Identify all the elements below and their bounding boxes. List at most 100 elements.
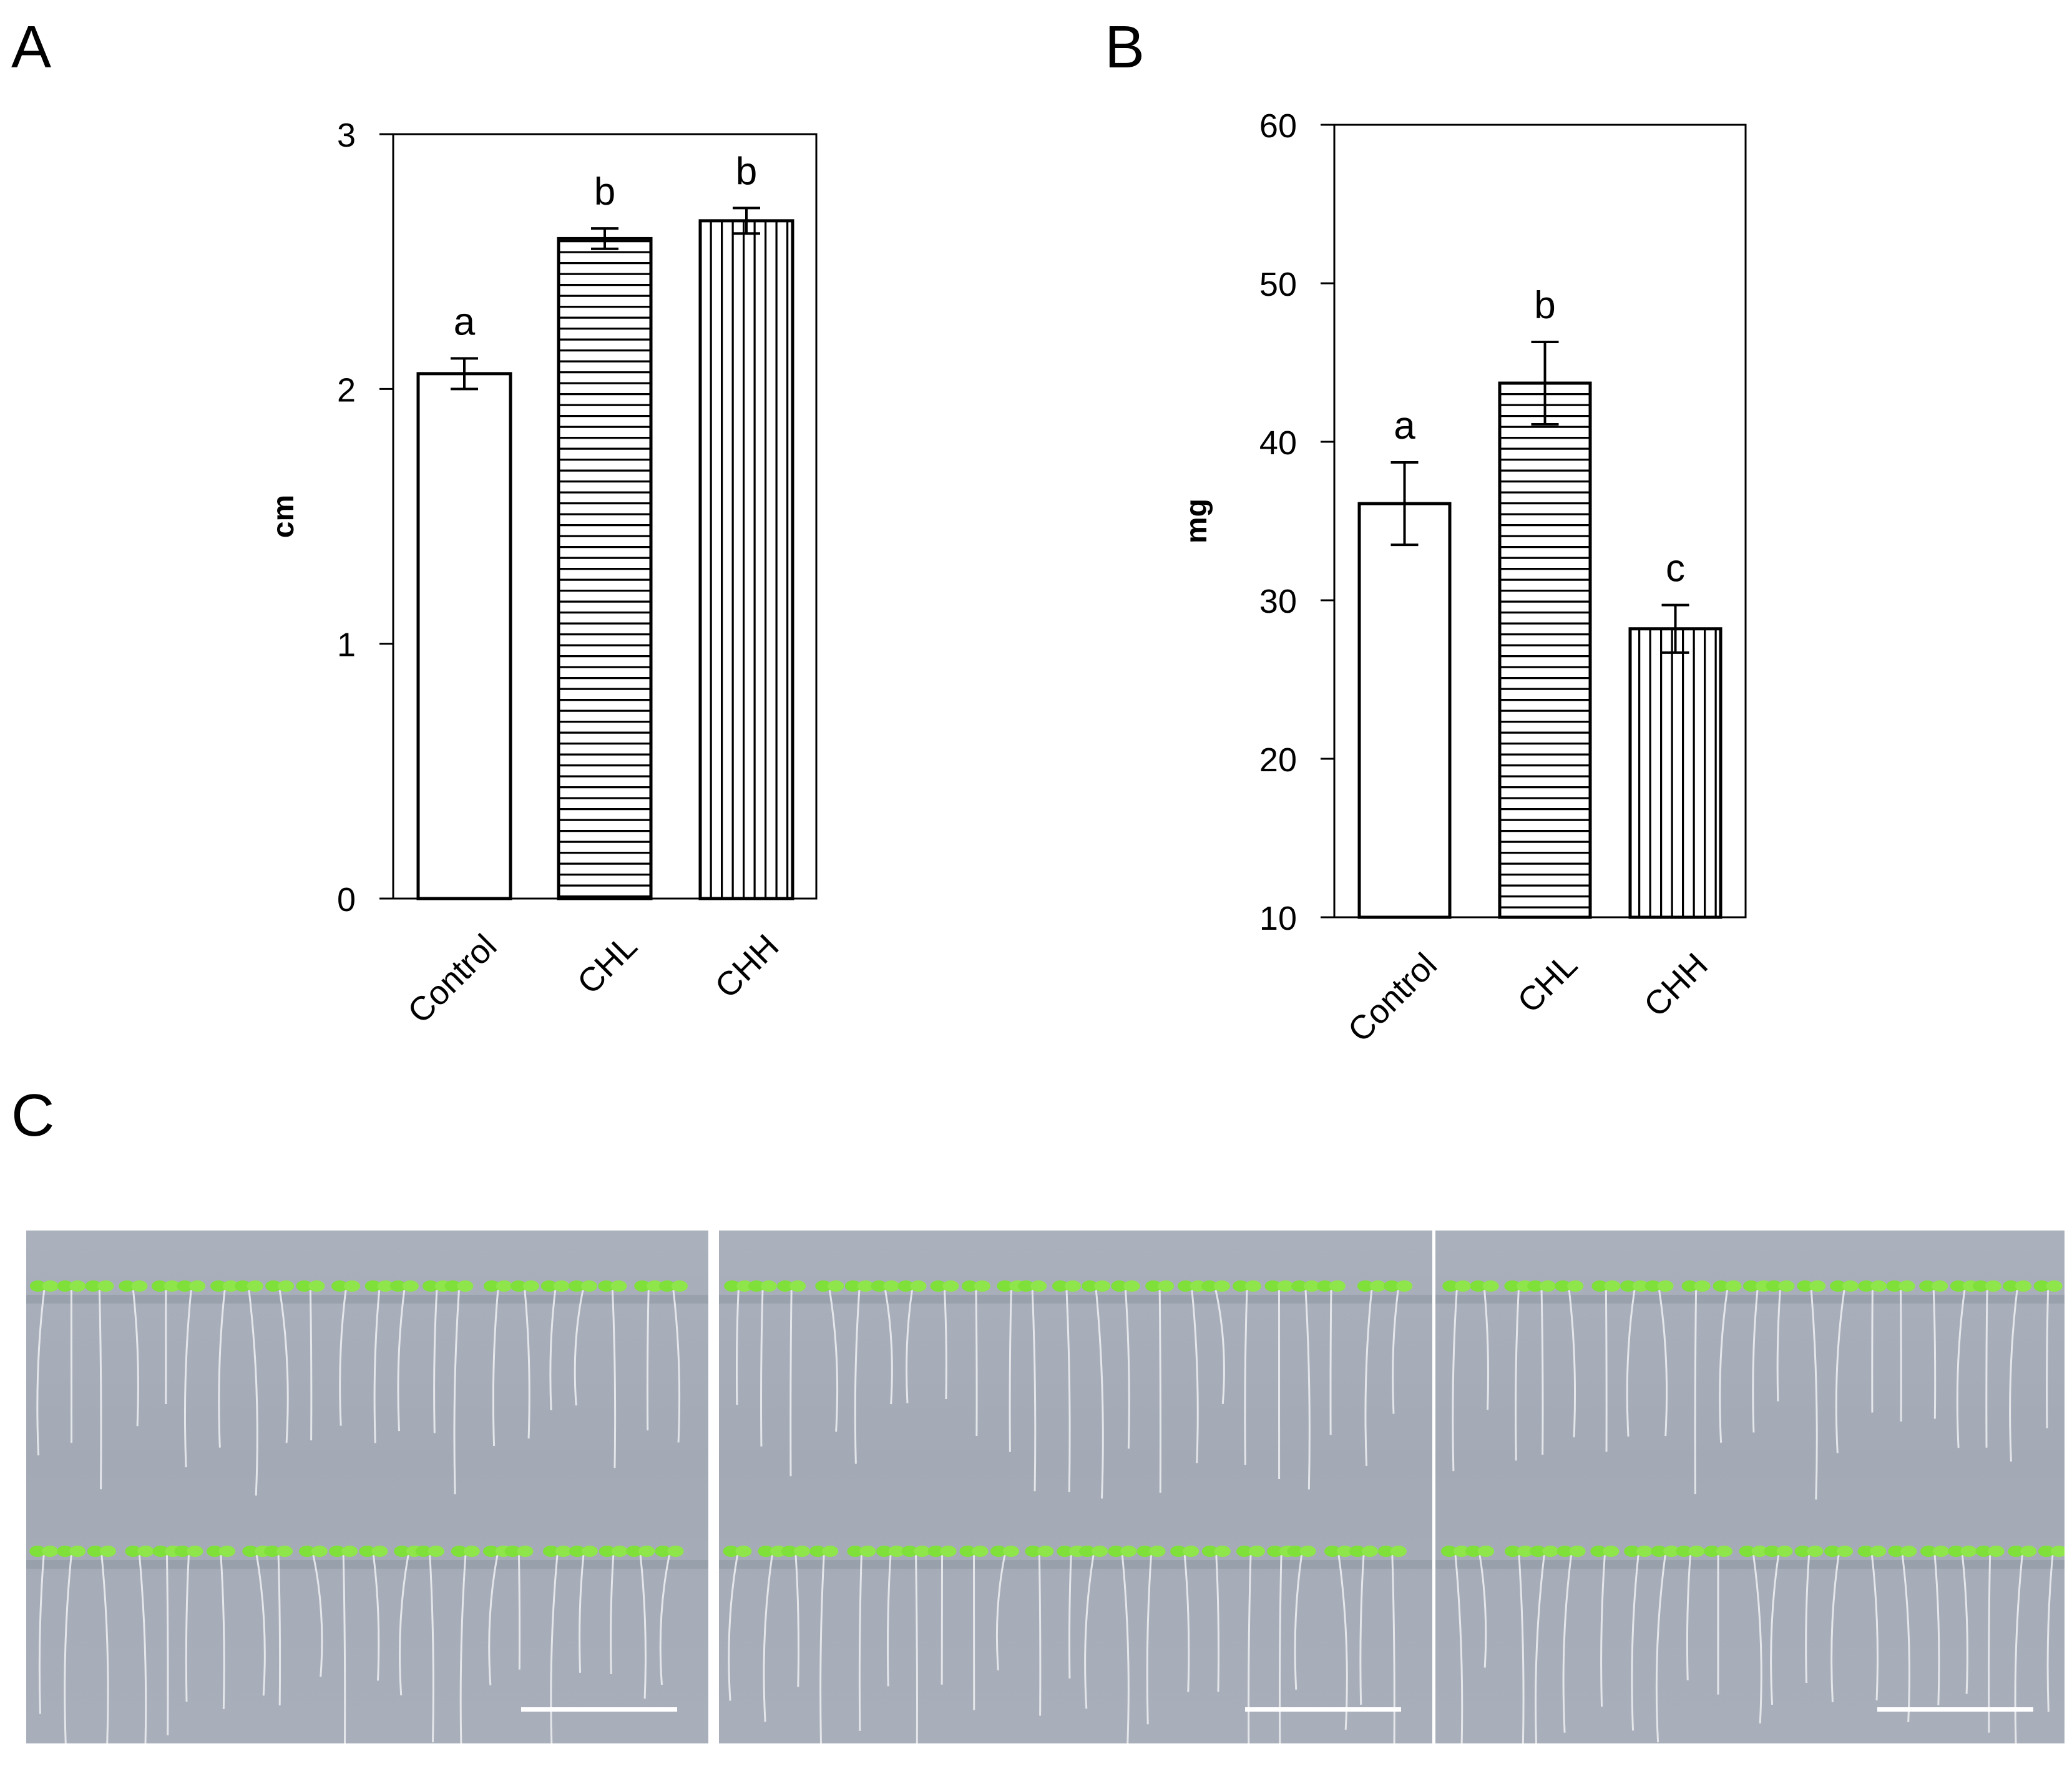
scale-bar	[521, 1707, 677, 1712]
cotyledon	[599, 1546, 615, 1557]
root	[492, 1289, 499, 1446]
root	[1068, 1554, 1072, 1679]
root	[373, 1289, 381, 1443]
root	[639, 1554, 647, 1699]
panel-label-c: C	[11, 1082, 55, 1149]
root	[1337, 1554, 1348, 1730]
cotyledon	[510, 1280, 527, 1292]
error-bar	[591, 227, 618, 250]
cotyledon	[415, 1546, 432, 1557]
cotyledon	[1591, 1280, 1608, 1292]
cotyledon	[1624, 1546, 1641, 1557]
y-tick-label: 40	[1259, 424, 1297, 462]
cotyledon	[1470, 1280, 1487, 1292]
cotyledon	[634, 1280, 651, 1292]
cotyledon	[247, 1280, 263, 1292]
cotyledon	[1094, 1280, 1111, 1292]
root	[36, 1289, 46, 1456]
cotyledon	[1504, 1546, 1521, 1557]
root	[185, 1554, 190, 1702]
root	[1535, 1554, 1545, 1743]
y-tick-label: 0	[337, 881, 356, 919]
cotyledon	[1888, 1546, 1905, 1557]
root	[488, 1554, 499, 1685]
cotyledon	[910, 1280, 927, 1292]
cotyledon	[42, 1546, 59, 1557]
root	[1900, 1289, 1902, 1422]
cotyledon	[723, 1546, 740, 1557]
root	[672, 1289, 681, 1443]
root	[453, 1289, 460, 1494]
cotyledon	[1136, 1546, 1153, 1557]
cotyledon	[242, 1546, 259, 1557]
cotyledon	[1454, 1546, 1470, 1557]
cotyledon	[125, 1546, 142, 1557]
cotyledon	[581, 1546, 598, 1557]
cotyledon	[1764, 1546, 1781, 1557]
root	[1752, 1554, 1762, 1723]
cotyledon	[1158, 1280, 1175, 1292]
root	[98, 1289, 102, 1489]
cotyledon	[504, 1546, 521, 1557]
root	[339, 1289, 347, 1426]
cotyledon	[598, 1280, 615, 1292]
root	[1956, 1289, 1966, 1448]
root	[819, 1554, 825, 1743]
significance-letter: b	[736, 150, 757, 193]
cotyledon	[137, 1546, 154, 1557]
root	[1279, 1554, 1283, 1743]
root	[248, 1289, 258, 1496]
cotyledon	[1303, 1280, 1320, 1292]
cotyledon	[1933, 1546, 1950, 1557]
cotyledon	[815, 1280, 832, 1292]
cotyledon	[234, 1280, 251, 1292]
cotyledon	[451, 1546, 467, 1557]
cotyledon	[1985, 1280, 2002, 1292]
cotyledon	[1556, 1546, 1573, 1557]
cotyledon	[1555, 1280, 1571, 1292]
cotyledon	[1886, 1280, 1903, 1292]
cotyledon	[177, 1280, 193, 1292]
cotyledon	[377, 1280, 394, 1292]
cotyledon	[364, 1280, 381, 1292]
root	[277, 1554, 281, 1706]
cotyledon	[1899, 1280, 1915, 1292]
cotyledon	[1870, 1280, 1887, 1292]
cotyledon	[655, 1546, 672, 1557]
cotyledon	[1025, 1546, 1042, 1557]
cotyledon	[1120, 1546, 1137, 1557]
root	[1294, 1554, 1303, 1690]
root	[574, 1289, 584, 1406]
cotyledon	[671, 1280, 688, 1292]
root	[550, 1554, 559, 1743]
root	[429, 1554, 434, 1743]
cotyledon	[638, 1546, 655, 1557]
cotyledon	[1214, 1546, 1231, 1557]
cotyledon	[542, 1546, 559, 1557]
root	[1752, 1289, 1759, 1433]
root	[399, 1554, 409, 1696]
root	[1364, 1289, 1373, 1466]
cotyledon	[828, 1280, 844, 1292]
root	[1191, 1289, 1199, 1464]
cotyledon	[1542, 1546, 1559, 1557]
cotyledon	[69, 1280, 86, 1292]
cotyledon	[444, 1280, 461, 1292]
y-tick-label: 1	[337, 626, 356, 664]
cotyledon	[1742, 1280, 1759, 1292]
cotyledon	[897, 1280, 914, 1292]
cotyledon	[1052, 1280, 1068, 1292]
cotyledon	[1037, 1546, 1054, 1557]
cotyledon	[1369, 1280, 1386, 1292]
cotyledon	[794, 1546, 811, 1557]
root	[549, 1289, 557, 1411]
cotyledon	[1482, 1280, 1499, 1292]
cotyledon	[930, 1280, 947, 1292]
cotyledon	[1919, 1280, 1936, 1292]
root	[1124, 1289, 1130, 1449]
cotyledon	[1057, 1546, 1073, 1557]
root	[995, 1554, 1006, 1670]
cotyledon	[1569, 1546, 1586, 1557]
root	[1146, 1554, 1153, 1725]
cotyledon	[540, 1280, 557, 1292]
